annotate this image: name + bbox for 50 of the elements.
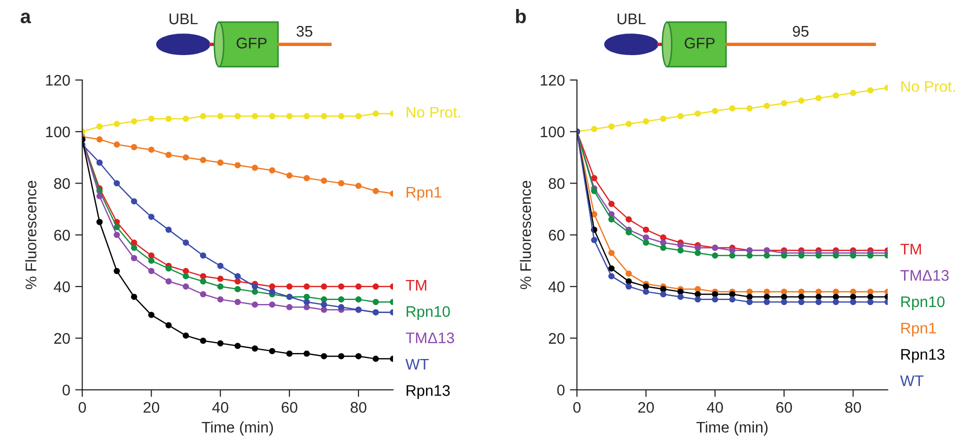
y-tick-label: 100: [46, 126, 70, 138]
y-axis-title: % Fluorescence: [25, 180, 36, 290]
y-tick-label: 120: [46, 74, 70, 86]
y-axis-title: % Fluorescence: [520, 180, 532, 290]
x-tick-label: 60: [776, 402, 792, 413]
x-tick-label: 40: [706, 402, 723, 413]
x-tick-label: 0: [573, 402, 581, 413]
y-tick-label: 20: [54, 333, 70, 344]
x-tick-label: 0: [78, 402, 86, 413]
text: Rpn10: [901, 296, 945, 310]
text: UBL: [618, 14, 646, 24]
series-label: TMΔ13: [900, 270, 949, 281]
series-label: TM: [900, 244, 921, 254]
x-tick-label: 80: [350, 402, 366, 413]
y-tick-label: 40: [54, 281, 70, 292]
y-tick-label: 80: [548, 178, 565, 189]
series-label: TMΔ13: [406, 332, 454, 344]
x-tick-label: 20: [638, 402, 654, 413]
chart-title: a: [20, 12, 32, 24]
y-tick-label: 0: [62, 384, 70, 396]
y-tick-label: 80: [54, 178, 70, 189]
y-tick-label: 0: [557, 384, 565, 396]
y-tick-label: 20: [548, 333, 565, 344]
text: UBL: [170, 14, 198, 24]
series-label: TM: [406, 280, 426, 290]
text: 35: [296, 26, 312, 37]
y-tick-label: 100: [540, 126, 565, 138]
series-label: Rpn13: [406, 385, 450, 399]
series-label: Rpn10: [406, 306, 450, 320]
text: 95: [792, 26, 809, 37]
x-tick-label: 40: [212, 402, 228, 413]
y-tick-label: 40: [548, 281, 565, 292]
x-axis-title: Time (min): [696, 421, 768, 436]
x-tick-label: 60: [282, 402, 298, 413]
text: Rpn13: [901, 348, 944, 363]
y-tick-label: 60: [54, 230, 70, 241]
text: GFP: [684, 38, 715, 48]
series-label: No Prot.: [901, 81, 955, 92]
y-tick-label: 60: [548, 230, 565, 241]
series-label: Rpn1: [406, 187, 442, 201]
text: Rpn1: [901, 322, 936, 336]
text: WT: [406, 358, 429, 370]
x-tick-label: 80: [845, 402, 862, 413]
text: GFP: [236, 38, 267, 48]
y-tick-label: 120: [540, 74, 565, 86]
x-tick-label: 20: [144, 402, 160, 413]
text: WT: [900, 375, 924, 386]
chart-title: b: [516, 8, 526, 24]
x-axis-title: Time (min): [202, 421, 273, 436]
series-label: No Prot.: [406, 107, 460, 118]
